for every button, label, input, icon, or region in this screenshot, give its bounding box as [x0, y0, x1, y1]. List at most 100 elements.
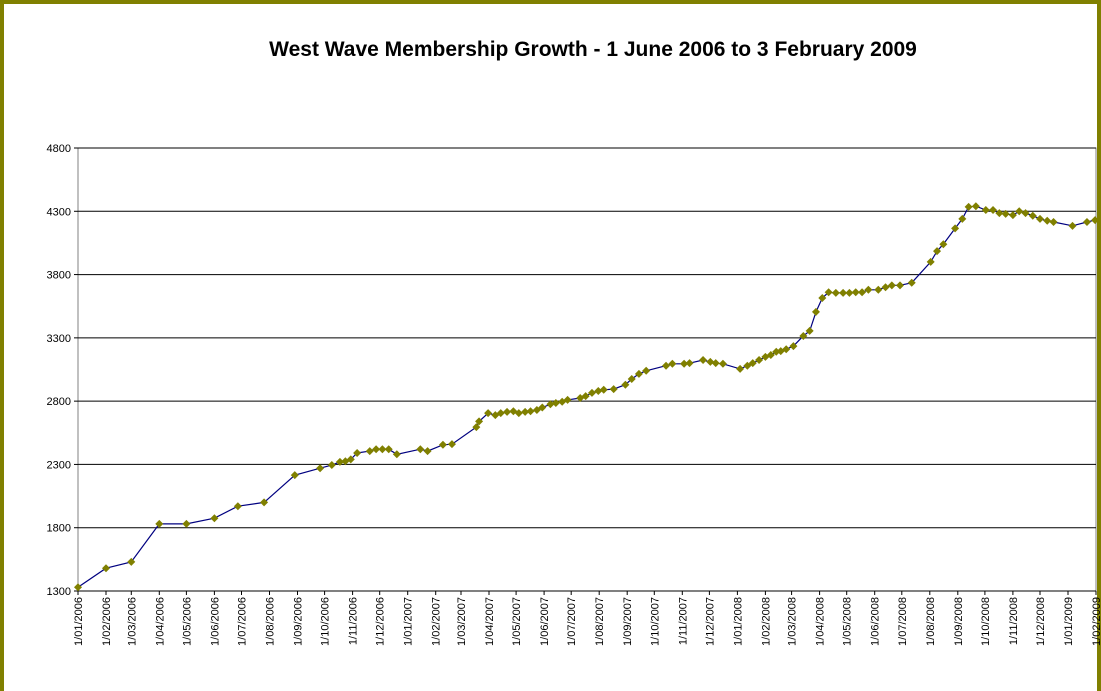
x-tick-label: 1/02/2007	[431, 597, 443, 646]
x-tick-label: 1/03/2007	[456, 597, 468, 646]
marker	[599, 385, 608, 394]
marker	[621, 380, 630, 389]
marker	[824, 288, 833, 297]
marker	[378, 445, 387, 454]
x-tick-label: 1/09/2006	[292, 597, 304, 646]
x-tick-label: 1/06/2006	[209, 597, 221, 646]
marker	[102, 564, 111, 573]
marker	[316, 464, 325, 473]
x-tick-label: 1/12/2008	[1035, 597, 1047, 646]
marker	[634, 369, 643, 378]
marker	[845, 288, 854, 297]
marker	[971, 202, 980, 211]
marker	[438, 440, 447, 449]
x-tick-label: 1/06/2007	[539, 597, 551, 646]
marker	[1001, 209, 1010, 218]
x-tick-label: 1/12/2007	[704, 597, 716, 646]
marker	[260, 498, 269, 507]
marker	[706, 357, 715, 366]
y-tick-label: 3800	[47, 270, 71, 282]
marker	[766, 350, 775, 359]
x-tick-label: 1/10/2007	[649, 597, 661, 646]
marker	[685, 359, 694, 368]
marker	[782, 345, 791, 354]
y-tick-label: 1800	[47, 523, 71, 535]
marker	[680, 359, 689, 368]
marker	[472, 423, 481, 432]
x-tick-label: 1/06/2008	[870, 597, 882, 646]
y-tick-label: 4300	[47, 206, 71, 218]
marker	[1028, 211, 1037, 220]
marker	[447, 440, 456, 449]
marker	[864, 285, 873, 294]
y-tick-label: 2300	[47, 459, 71, 471]
marker	[839, 288, 848, 297]
marker	[475, 417, 484, 426]
marker	[210, 514, 219, 523]
y-tick-label: 4800	[47, 143, 71, 155]
marker	[1049, 218, 1058, 227]
marker	[526, 407, 535, 416]
marker	[711, 359, 720, 368]
marker	[353, 449, 362, 458]
x-tick-label: 1/04/2007	[484, 597, 496, 646]
marker	[609, 385, 618, 394]
x-tick-label: 1/11/2008	[1008, 597, 1020, 645]
marker	[995, 209, 1004, 218]
marker	[1082, 218, 1091, 227]
y-tick-label: 2800	[47, 396, 71, 408]
marker	[887, 281, 896, 290]
marker	[290, 471, 299, 480]
x-tick-label: 1/05/2006	[181, 597, 193, 646]
marker	[365, 447, 374, 456]
marker	[989, 206, 998, 215]
marker	[484, 409, 493, 418]
marker	[831, 288, 840, 297]
marker	[811, 307, 820, 316]
marker	[933, 247, 942, 256]
marker	[858, 288, 867, 297]
x-tick-label: 1/04/2008	[815, 597, 827, 646]
marker	[718, 359, 727, 368]
x-tick-label: 1/08/2007	[594, 597, 606, 646]
y-tick-label: 1300	[47, 586, 71, 598]
marker	[662, 361, 671, 370]
marker	[668, 359, 677, 368]
marker	[699, 356, 708, 365]
marker	[748, 359, 757, 368]
marker	[503, 407, 512, 416]
x-tick-label: 1/01/2007	[403, 597, 415, 646]
x-tick-label: 1/10/2008	[980, 597, 992, 646]
marker	[642, 366, 651, 375]
marker	[594, 387, 603, 396]
x-tick-label: 1/09/2007	[622, 597, 634, 646]
marker	[1068, 221, 1077, 230]
marker	[851, 288, 860, 297]
marker	[627, 374, 636, 383]
x-tick-label: 1/08/2006	[264, 597, 276, 646]
x-tick-label: 1/11/2006	[348, 597, 360, 645]
x-tick-label: 1/02/2006	[101, 597, 113, 646]
marker	[563, 395, 572, 404]
marker	[874, 285, 883, 294]
marker	[926, 257, 935, 266]
marker	[182, 519, 191, 528]
marker	[1015, 207, 1024, 216]
marker	[1091, 216, 1100, 225]
marker	[755, 356, 764, 365]
marker	[736, 364, 745, 373]
x-tick-label: 1/11/2007	[677, 597, 689, 645]
marker	[335, 457, 344, 466]
marker	[127, 557, 136, 566]
plot-area	[77, 147, 1097, 592]
x-tick-label: 1/07/2006	[236, 597, 248, 646]
marker	[496, 409, 505, 418]
x-tick-label: 1/07/2007	[566, 597, 578, 646]
marker	[799, 331, 808, 340]
marker	[538, 403, 547, 412]
x-tick-label: 1/05/2008	[842, 597, 854, 646]
marker	[964, 202, 973, 211]
marker	[1008, 211, 1017, 220]
